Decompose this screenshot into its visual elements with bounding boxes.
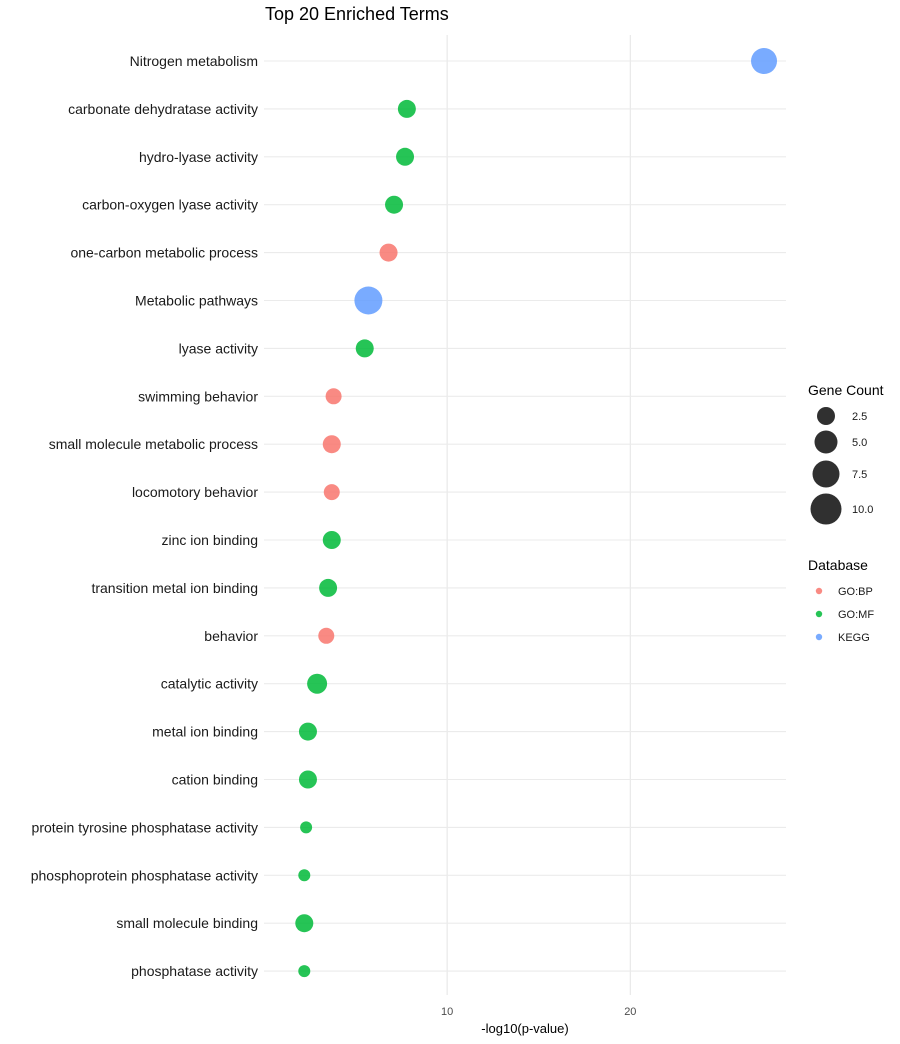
data-point-19 xyxy=(298,965,311,978)
x-axis-title: -log10(p-value) xyxy=(481,1021,568,1036)
data-point-0 xyxy=(751,48,778,74)
data-points xyxy=(295,48,778,978)
data-point-1 xyxy=(397,99,416,118)
y-tick-label-14: metal ion binding xyxy=(152,724,258,740)
data-point-11 xyxy=(319,578,338,597)
data-point-7 xyxy=(325,388,342,405)
data-point-10 xyxy=(322,531,341,549)
y-tick-label-2: hydro-lyase activity xyxy=(139,149,258,165)
data-point-18 xyxy=(295,914,314,933)
data-point-5 xyxy=(354,286,383,315)
data-point-2 xyxy=(396,147,415,166)
database-legend-label-1: GO:MF xyxy=(838,609,874,621)
y-tick-label-11: transition metal ion binding xyxy=(91,580,258,596)
y-tick-label-12: behavior xyxy=(204,628,258,644)
chart-title: Top 20 Enriched Terms xyxy=(265,4,449,24)
y-tick-label-3: carbon-oxygen lyase activity xyxy=(82,197,258,213)
y-tick-label-5: Metabolic pathways xyxy=(135,293,258,309)
gene-count-legend: Gene Count 2.5 5.0 7.5 10.0 xyxy=(808,382,884,525)
x-tick-label-1: 20 xyxy=(624,1006,636,1018)
size-legend-label-3: 10.0 xyxy=(852,504,873,516)
y-tick-label-1: carbonate dehydratase activity xyxy=(68,101,258,117)
size-legend-key-0 xyxy=(817,407,835,425)
y-tick-label-6: lyase activity xyxy=(179,340,258,356)
y-tick-label-8: small molecule metabolic process xyxy=(49,436,258,452)
data-point-17 xyxy=(298,869,311,882)
y-tick-label-9: locomotory behavior xyxy=(132,484,258,500)
data-point-12 xyxy=(318,627,335,644)
data-point-6 xyxy=(355,339,374,358)
y-tick-label-7: swimming behavior xyxy=(138,388,258,404)
data-point-4 xyxy=(379,243,398,262)
y-tick-label-17: phosphoprotein phosphatase activity xyxy=(31,867,258,883)
data-point-13 xyxy=(307,673,328,694)
size-legend-label-2: 7.5 xyxy=(852,469,867,481)
database-legend-title: Database xyxy=(808,557,868,573)
data-point-14 xyxy=(298,722,317,741)
data-point-16 xyxy=(300,821,313,834)
database-legend-label-0: GO:BP xyxy=(838,586,873,598)
size-legend-key-3 xyxy=(810,493,842,525)
y-tick-label-4: one-carbon metabolic process xyxy=(70,245,258,261)
data-point-15 xyxy=(298,770,317,789)
data-point-3 xyxy=(385,195,404,214)
y-tick-label-13: catalytic activity xyxy=(161,676,258,692)
size-legend-label-1: 5.0 xyxy=(852,437,867,449)
database-legend-key-2 xyxy=(815,633,823,641)
x-tick-label-0: 10 xyxy=(441,1006,453,1018)
size-legend-key-2 xyxy=(812,460,840,488)
gene-count-legend-title: Gene Count xyxy=(808,382,884,398)
data-point-9 xyxy=(323,484,340,501)
x-axis-ticks: 10 20 xyxy=(441,1006,636,1018)
database-legend-key-1 xyxy=(815,610,823,618)
data-point-8 xyxy=(322,435,341,454)
size-legend-label-0: 2.5 xyxy=(852,411,867,423)
y-tick-label-0: Nitrogen metabolism xyxy=(130,53,258,69)
y-tick-label-16: protein tyrosine phosphatase activity xyxy=(32,819,258,835)
y-tick-label-18: small molecule binding xyxy=(116,915,258,931)
database-legend-key-0 xyxy=(815,587,823,595)
y-tick-label-10: zinc ion binding xyxy=(161,532,258,548)
database-legend: Database GO:BP GO:MF KEGG xyxy=(808,557,874,644)
y-axis-labels: Nitrogen metabolism carbonate dehydratase… xyxy=(31,53,259,979)
y-tick-label-15: cation binding xyxy=(172,772,258,788)
size-legend-key-1 xyxy=(814,430,838,454)
grid-lines xyxy=(264,35,786,995)
database-legend-label-2: KEGG xyxy=(838,632,870,644)
y-tick-label-19: phosphatase activity xyxy=(131,963,258,979)
